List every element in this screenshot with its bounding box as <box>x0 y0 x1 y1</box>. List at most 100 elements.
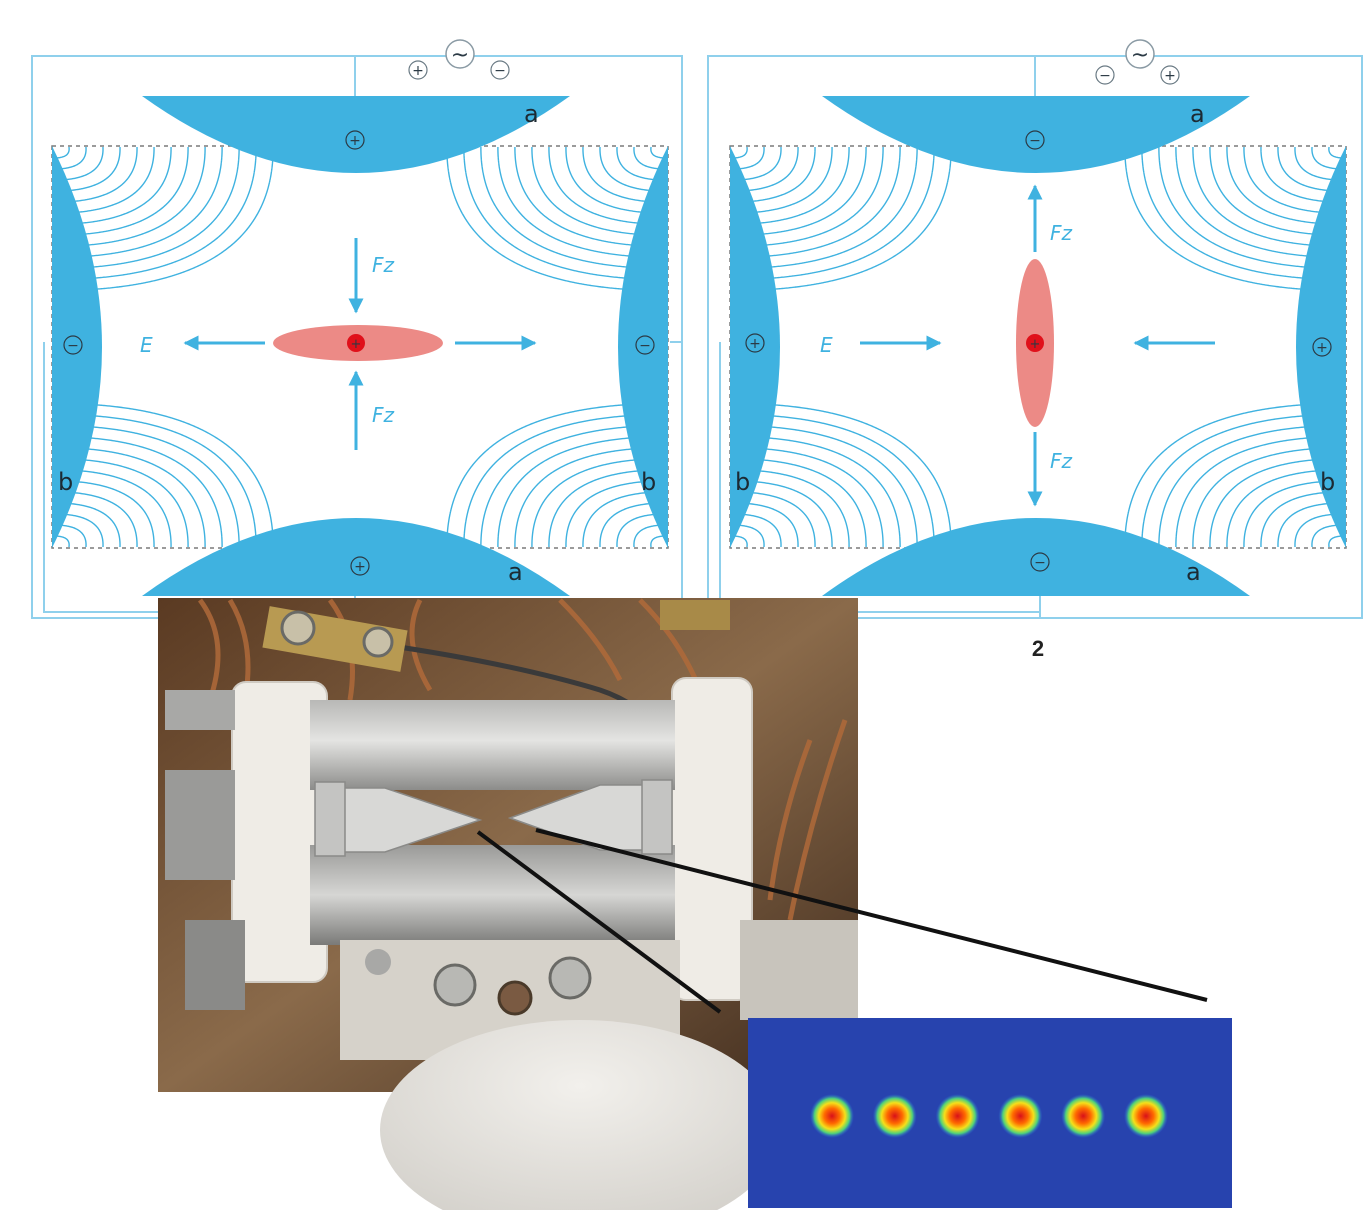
zoom-pointer-lines <box>476 828 1208 1014</box>
polarity-left: − <box>1099 68 1111 84</box>
field-line <box>731 435 901 548</box>
field-line <box>1175 146 1345 259</box>
ac-symbol: ~ <box>1131 43 1149 68</box>
field-line <box>1192 446 1345 548</box>
field-line <box>731 146 901 259</box>
field-line <box>731 413 935 548</box>
electrode-bottom-sign: + <box>354 559 366 575</box>
minus-sign-icon: − <box>490 60 510 80</box>
field-line <box>446 146 667 292</box>
field-line <box>731 146 952 292</box>
field-line <box>497 146 667 259</box>
trapped-ion <box>1124 1094 1168 1138</box>
field-line <box>53 146 257 281</box>
field-line <box>53 146 240 270</box>
polarity-right: − <box>494 63 506 79</box>
label-a-top: a <box>1190 100 1205 128</box>
field-line <box>1141 146 1345 281</box>
electrode-a-top <box>142 96 570 173</box>
label-b-right: b <box>641 468 656 496</box>
label-b-right: b <box>1320 468 1335 496</box>
minus-sign-icon: − <box>635 335 655 355</box>
label-a-bottom: a <box>1186 558 1201 586</box>
minus-sign-icon: − <box>1025 130 1045 150</box>
field-line <box>731 402 952 548</box>
field-line <box>53 146 274 292</box>
panel-2-trap-diagram: − − + + a a b b ~ − + + <box>707 39 1363 661</box>
field-line <box>463 146 667 281</box>
label-a-top: a <box>524 100 539 128</box>
field-line <box>53 146 223 259</box>
field-line <box>731 446 884 548</box>
minus-sign-icon: − <box>63 335 83 355</box>
field-line <box>1124 402 1345 548</box>
panel-caption: 2 <box>1032 636 1044 661</box>
electrode-top-sign: + <box>349 133 361 149</box>
ion-sign: + <box>351 337 362 352</box>
field-line <box>731 146 918 270</box>
trapped-ion <box>872 1094 917 1138</box>
polarity-right: + <box>1164 68 1176 84</box>
plus-sign-icon: + <box>350 556 370 576</box>
field-line <box>497 435 667 548</box>
field-line <box>53 446 206 548</box>
minus-sign-icon: − <box>1030 552 1050 572</box>
field-line <box>514 446 667 548</box>
label-a-bottom: a <box>508 558 523 586</box>
ac-source-icon: ~ <box>1125 39 1155 69</box>
ion-sign: + <box>1030 337 1041 352</box>
electrode-b-left <box>730 146 780 548</box>
electrode-left-sign: − <box>67 338 79 354</box>
field-line <box>463 413 667 548</box>
plus-sign-icon: + <box>1312 337 1332 357</box>
field-line <box>53 435 223 548</box>
label-b-left: b <box>58 468 73 496</box>
plus-sign-icon: + <box>1160 65 1180 85</box>
field-line <box>731 146 935 281</box>
electrode-a-bottom <box>822 518 1250 596</box>
electrode-b-right <box>1296 146 1346 548</box>
minus-sign-icon: − <box>1095 65 1115 85</box>
plus-sign-icon: + <box>745 333 765 353</box>
electrode-a-bottom <box>142 518 570 596</box>
ion-trap-photo-icon <box>158 598 858 1210</box>
plus-sign-icon: + <box>345 130 365 150</box>
electrode-bottom-sign: − <box>1034 555 1046 571</box>
trapped-ion <box>810 1094 854 1138</box>
electrode-a-top <box>822 96 1250 173</box>
electrode-right-sign: − <box>639 338 651 354</box>
field-line <box>514 146 667 248</box>
field-line <box>446 402 667 548</box>
ion-core <box>1026 334 1044 352</box>
force-label-bottom: Fz <box>1050 449 1073 473</box>
electrode-top-sign: − <box>1029 133 1041 149</box>
electrode-right-sign: + <box>1316 340 1328 356</box>
force-label-top: Fz <box>1050 221 1073 245</box>
field-line <box>1124 146 1345 292</box>
plus-sign-icon: + <box>408 60 428 80</box>
force-label-bottom: Fz <box>372 403 395 427</box>
field-line <box>480 146 667 270</box>
ac-symbol: ~ <box>451 43 469 68</box>
ion-fluorescence-image <box>748 1018 1232 1208</box>
label-b-left: b <box>735 468 750 496</box>
panel-1-trap-diagram: + + − − a a b b ~ + − <box>31 39 683 619</box>
trapped-ion <box>998 1094 1043 1138</box>
field-line <box>1192 146 1345 248</box>
field-line <box>53 146 206 248</box>
field-line <box>1175 435 1345 548</box>
electrode-b-right <box>618 146 668 548</box>
ac-source-icon: ~ <box>445 39 475 69</box>
field-line <box>53 413 257 548</box>
force-label-top: Fz <box>372 253 395 277</box>
field-label: E <box>820 333 833 357</box>
field-line <box>1158 146 1345 270</box>
trapped-ion <box>935 1094 980 1138</box>
field-line <box>53 402 274 548</box>
field-line <box>480 424 667 548</box>
trapped-ion <box>1061 1094 1106 1138</box>
field-line <box>1141 413 1345 548</box>
field-line <box>731 146 884 248</box>
ion-core <box>347 334 365 352</box>
